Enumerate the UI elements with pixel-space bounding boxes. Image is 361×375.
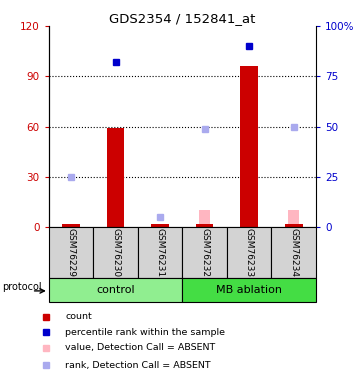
Text: GSM76229: GSM76229 bbox=[66, 228, 75, 277]
Bar bbox=[288, 210, 299, 227]
Text: GSM76232: GSM76232 bbox=[200, 228, 209, 277]
Text: GSM76230: GSM76230 bbox=[111, 228, 120, 277]
Text: GSM76233: GSM76233 bbox=[245, 228, 253, 277]
Bar bbox=[62, 224, 80, 227]
Bar bbox=[227, 227, 271, 278]
Text: count: count bbox=[65, 312, 92, 321]
Bar bbox=[155, 224, 166, 227]
Text: control: control bbox=[96, 285, 135, 295]
Text: value, Detection Call = ABSENT: value, Detection Call = ABSENT bbox=[65, 344, 216, 352]
Bar bbox=[182, 227, 227, 278]
Text: rank, Detection Call = ABSENT: rank, Detection Call = ABSENT bbox=[65, 360, 211, 369]
Bar bbox=[240, 66, 258, 227]
Text: MB ablation: MB ablation bbox=[216, 285, 282, 295]
Bar bbox=[106, 128, 125, 227]
Bar bbox=[271, 227, 316, 278]
Bar bbox=[93, 227, 138, 278]
Bar bbox=[285, 224, 303, 227]
Bar bbox=[49, 227, 93, 278]
Bar bbox=[199, 210, 210, 227]
Bar bbox=[182, 278, 316, 302]
Text: GSM76231: GSM76231 bbox=[156, 228, 165, 277]
Bar bbox=[65, 224, 77, 227]
Bar bbox=[196, 224, 213, 227]
Text: protocol: protocol bbox=[3, 282, 42, 292]
Text: GSM76234: GSM76234 bbox=[289, 228, 298, 277]
Title: GDS2354 / 152841_at: GDS2354 / 152841_at bbox=[109, 12, 256, 25]
Text: percentile rank within the sample: percentile rank within the sample bbox=[65, 328, 225, 337]
Bar bbox=[151, 224, 169, 227]
Bar bbox=[49, 278, 182, 302]
Bar bbox=[138, 227, 182, 278]
